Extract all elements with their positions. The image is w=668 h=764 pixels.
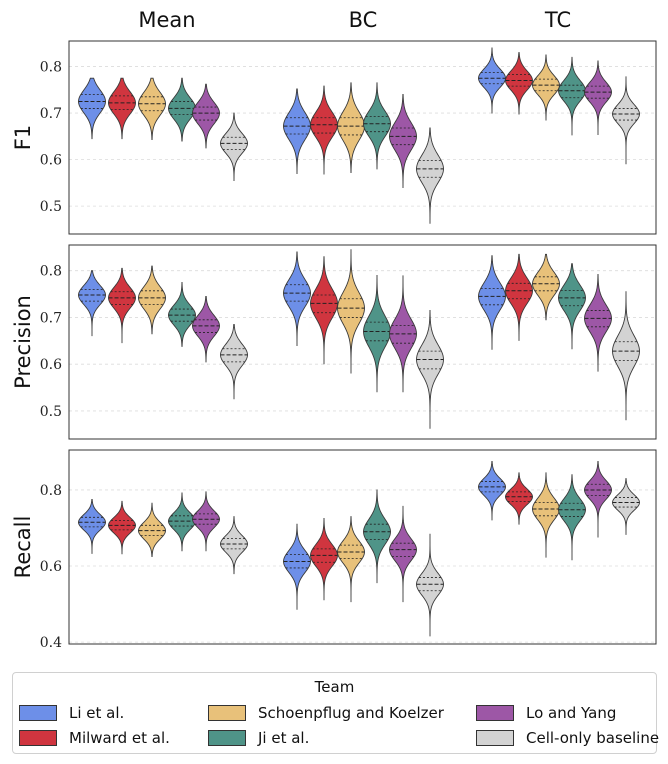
violin-recall-bc-li-et-al (283, 523, 311, 610)
violin-recall-mean-cell-only-baseline (220, 516, 248, 575)
legend-item-li: Li et al. (19, 703, 124, 723)
ytick-label-f1: 0.8 (40, 60, 62, 76)
violin-f1-mean-ji-et-al (168, 77, 196, 142)
violin-f1-mean-lo-and-yang (192, 83, 220, 149)
violin-precision-mean-ji-et-al (168, 281, 196, 347)
ytick-label-precision: 0.6 (40, 357, 62, 373)
violin-precision-bc-cell-only-baseline (416, 310, 444, 429)
violin-recall-tc-schoenpflug-and-koelzer (532, 472, 560, 558)
violin-f1-tc-lo-and-yang (584, 60, 612, 135)
ytick-label-f1: 0.6 (40, 153, 62, 169)
legend-swatch-ji (208, 730, 246, 746)
ytick-label-f1: 0.7 (40, 106, 62, 122)
legend: Team Li et al. Milward et al. Schoenpflu… (12, 672, 659, 754)
violin-recall-bc-lo-and-yang (389, 505, 417, 603)
column-title-tc: TC (544, 8, 571, 32)
panel-frame-precision (68, 244, 657, 440)
panel-frame-recall (68, 449, 657, 645)
violin-recall-tc-ji-et-al (558, 474, 586, 561)
violin-recall-tc-milward-et-al (505, 472, 533, 525)
violin-precision-mean-lo-and-yang (192, 295, 220, 363)
legend-label-ji: Ji et al. (258, 729, 310, 747)
violin-precision-tc-li-et-al (478, 255, 506, 350)
violin-f1-tc-cell-only-baseline (612, 76, 640, 165)
legend-item-milward: Milward et al. (19, 728, 170, 748)
violin-precision-bc-li-et-al (283, 251, 311, 346)
violin-recall-bc-schoenpflug-and-koelzer (337, 516, 365, 603)
violin-f1-bc-lo-and-yang (389, 94, 417, 188)
violin-recall-tc-cell-only-baseline (612, 478, 640, 535)
violin-precision-mean-li-et-al (78, 270, 106, 337)
violin-precision-bc-ji-et-al (363, 274, 391, 393)
violin-precision-tc-cell-only-baseline (612, 291, 640, 421)
column-title-bc: BC (349, 8, 378, 32)
violin-f1-mean-schoenpflug-and-koelzer (138, 77, 166, 141)
violin-f1-tc-ji-et-al (558, 56, 586, 136)
violin-recall-mean-lo-and-yang (192, 491, 220, 552)
violin-recall-mean-ji-et-al (168, 492, 196, 552)
legend-swatch-lo-yang (476, 705, 514, 721)
ytick-label-recall: 0.8 (40, 483, 62, 499)
violin-f1-mean-cell-only-baseline (220, 112, 248, 181)
legend-swatch-milward (19, 730, 57, 746)
ytick-label-precision: 0.5 (40, 404, 62, 420)
violin-precision-mean-schoenpflug-and-koelzer (138, 265, 166, 335)
violin-f1-bc-cell-only-baseline (416, 127, 444, 224)
violin-recall-bc-ji-et-al (363, 489, 391, 584)
legend-label-milward: Milward et al. (69, 729, 170, 747)
violin-f1-bc-ji-et-al (363, 82, 391, 170)
legend-swatch-li (19, 705, 57, 721)
legend-label-schoenpflug: Schoenpflug and Koelzer (258, 704, 444, 722)
violin-recall-bc-cell-only-baseline (416, 533, 444, 637)
violin-chart: Mean BC TC 0.5 0.6 0.7 0.8 F1 0.5 0.6 0.7 0.8 Precis… (11, 8, 657, 651)
violin-f1-tc-li-et-al (478, 47, 506, 114)
legend-item-baseline: Cell-only baseline (476, 728, 659, 748)
violin-recall-mean-milward-et-al (108, 500, 136, 555)
legend-item-ji: Ji et al. (208, 728, 309, 748)
legend-title: Team (314, 678, 355, 696)
panel-frame-f1 (68, 40, 657, 235)
violin-f1-bc-schoenpflug-and-koelzer (337, 82, 365, 174)
ytick-label-recall: 0.6 (40, 559, 62, 575)
violin-precision-bc-schoenpflug-and-koelzer (337, 249, 365, 374)
violin-recall-mean-li-et-al (78, 499, 106, 554)
ytick-label-precision: 0.7 (40, 310, 62, 326)
ytick-label-precision: 0.8 (40, 264, 62, 280)
legend-swatch-baseline (476, 730, 514, 746)
violin-precision-mean-cell-only-baseline (220, 324, 248, 400)
violin-recall-bc-milward-et-al (310, 518, 338, 601)
legend-item-schoenpflug: Schoenpflug and Koelzer (208, 703, 444, 723)
ylabel-precision: Precision (11, 295, 35, 389)
violin-f1-tc-schoenpflug-and-koelzer (532, 54, 560, 121)
legend-swatch-schoenpflug (208, 705, 246, 721)
violin-precision-tc-milward-et-al (505, 253, 533, 341)
legend-item-lo-yang: Lo and Yang (476, 703, 616, 723)
legend-label-li: Li et al. (69, 704, 125, 722)
ylabel-f1: F1 (11, 125, 35, 150)
ytick-label-recall: 0.4 (40, 635, 62, 651)
violin-f1-mean-milward-et-al (108, 77, 136, 140)
violin-recall-tc-lo-and-yang (584, 460, 612, 538)
violin-precision-bc-milward-et-al (310, 256, 338, 365)
legend-label-baseline: Cell-only baseline (526, 729, 660, 747)
violin-precision-tc-lo-and-yang (584, 274, 612, 372)
violin-f1-mean-li-et-al (78, 77, 106, 140)
ytick-label-f1: 0.5 (40, 199, 62, 215)
violin-precision-tc-ji-et-al (558, 263, 586, 350)
ylabel-recall: Recall (11, 516, 35, 579)
violin-precision-mean-milward-et-al (108, 267, 136, 344)
violin-f1-bc-li-et-al (283, 88, 311, 174)
violin-f1-bc-milward-et-al (310, 85, 338, 175)
violin-recall-mean-schoenpflug-and-koelzer (138, 502, 166, 557)
violin-precision-tc-schoenpflug-and-koelzer (532, 253, 560, 321)
column-title-mean: Mean (138, 8, 195, 32)
legend-label-lo-yang: Lo and Yang (526, 704, 617, 722)
violin-recall-tc-li-et-al (478, 460, 506, 521)
violin-f1-tc-milward-et-al (505, 52, 533, 115)
